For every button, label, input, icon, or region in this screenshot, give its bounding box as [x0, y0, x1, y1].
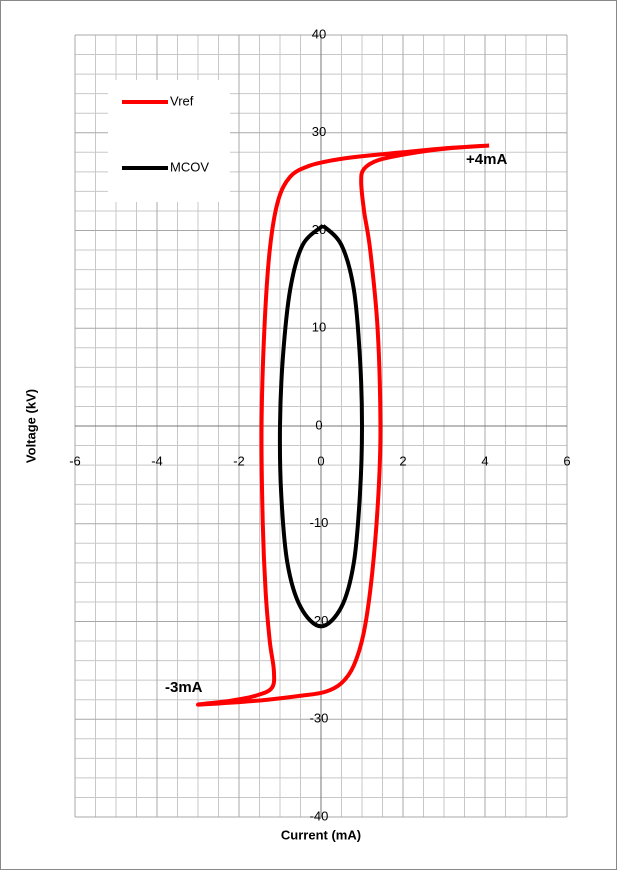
legend: Vref MCOV — [108, 80, 230, 202]
legend-label: Vref — [170, 93, 194, 108]
y-tick-label: -10 — [310, 515, 329, 530]
y-tick-label: -40 — [310, 808, 329, 823]
legend-label: MCOV — [170, 159, 209, 174]
y-tick-label: 30 — [312, 124, 326, 139]
y-axis-title: Voltage (kV) — [23, 389, 38, 463]
y-tick-label: 40 — [312, 26, 326, 41]
x-tick-label: 6 — [563, 453, 570, 468]
x-tick-label: 0 — [317, 453, 324, 468]
x-tick-label: -4 — [151, 453, 163, 468]
y-tick-label: -30 — [310, 711, 329, 726]
x-tick-label: 2 — [399, 453, 406, 468]
x-tick-label: -2 — [233, 453, 245, 468]
x-axis-title: Current (mA) — [281, 827, 361, 842]
plot — [196, 143, 490, 707]
annotation: -3mA — [165, 679, 203, 696]
series-line — [196, 143, 490, 707]
legend-box — [108, 80, 230, 202]
annotation: +4mA — [466, 151, 507, 168]
y-tick-label: 10 — [312, 320, 326, 335]
x-tick-label: -6 — [69, 453, 81, 468]
series-line — [277, 224, 364, 629]
y-tick-label: 0 — [315, 417, 322, 432]
x-tick-label: 4 — [481, 453, 488, 468]
